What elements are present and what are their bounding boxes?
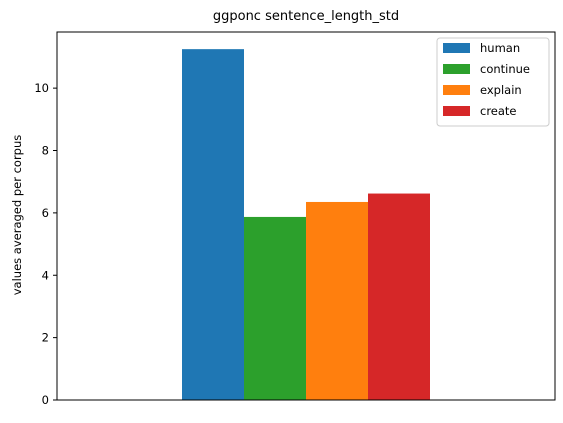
y-tick-label: 10	[34, 81, 49, 95]
legend-swatch-continue	[443, 64, 470, 74]
plot-frame	[56, 31, 556, 401]
y-tick-label: 2	[42, 331, 49, 345]
y-axis: 0 2 4 6 8 10	[34, 81, 57, 407]
legend-box	[436, 37, 550, 127]
legend-swatch-explain	[443, 85, 470, 95]
y-tick-label: 6	[42, 206, 49, 220]
bar-explain	[306, 201, 368, 400]
legend-label-explain: explain	[480, 83, 522, 97]
y-tick-label: 4	[42, 268, 49, 282]
y-tick-label: 0	[42, 393, 49, 407]
legend-swatch-human	[443, 43, 470, 53]
y-tick-label: 8	[42, 144, 49, 158]
legend-label-create: create	[480, 104, 517, 118]
legend: human continue explain create	[436, 37, 550, 127]
bar-create	[368, 193, 430, 400]
chart-title: ggponc sentence_length_std	[213, 9, 399, 24]
legend-swatch-create	[443, 106, 470, 116]
bar-human	[182, 49, 244, 401]
legend-label-human: human	[480, 41, 520, 55]
y-axis-label: values averaged per corpus	[10, 135, 24, 296]
bars-layer	[182, 49, 430, 401]
legend-label-continue: continue	[480, 62, 530, 76]
bar-continue	[244, 216, 306, 400]
